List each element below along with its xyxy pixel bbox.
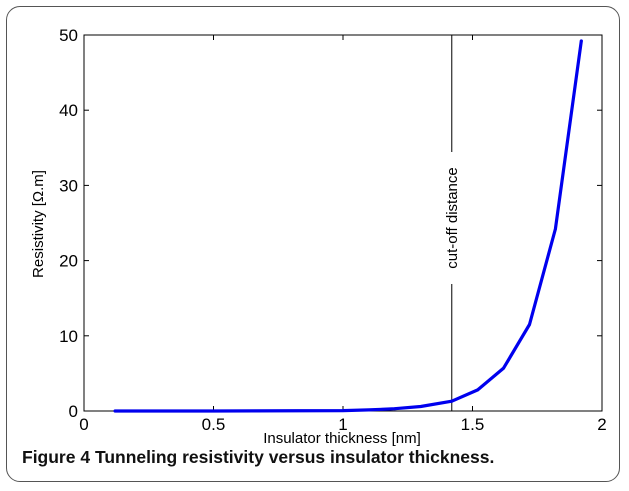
figure-frame (6, 6, 620, 482)
data-point (579, 39, 583, 43)
cutoff-label-bg (442, 152, 461, 284)
x-axis-label: Insulator thickness [nm] (263, 430, 421, 447)
cutoff-label: cut-off distance (444, 167, 461, 268)
y-tick-label: 50 (59, 26, 78, 45)
series (113, 39, 583, 413)
caption-text: Tunneling resistivity versus insulator t… (94, 447, 495, 467)
y-tick-label: 30 (59, 176, 78, 195)
axes (83, 34, 603, 412)
x-tick-label: 0.5 (202, 415, 226, 434)
data-point (341, 409, 345, 412)
figure-caption: Figure 4 Tunneling resistivity versus in… (22, 447, 494, 468)
caption-label: Figure 4 (22, 447, 91, 467)
y-tick-label: 10 (59, 327, 78, 346)
x-tick-label: 1.5 (461, 415, 485, 434)
plot-box (83, 34, 603, 412)
y-axis-label: Resistivity [Ω.m] (30, 170, 47, 278)
data-point (393, 407, 397, 411)
data-point (419, 405, 423, 408)
data-point (476, 388, 480, 392)
annotations: cut-off distance (442, 35, 461, 411)
data-point (113, 409, 117, 413)
resistivity-series-line (113, 39, 583, 413)
y-tick-label: 0 (69, 402, 78, 421)
data-point (212, 409, 215, 413)
data-point (554, 227, 557, 231)
data-point (450, 399, 454, 403)
data-point (502, 366, 505, 370)
data-point (528, 323, 531, 326)
y-tick-label: 20 (59, 252, 78, 271)
x-tick-label: 2 (597, 415, 606, 434)
x-tick-label: 1 (338, 415, 347, 434)
data-point (367, 408, 371, 412)
y-tick-label: 40 (59, 101, 78, 120)
x-tick-label: 0 (79, 415, 88, 434)
